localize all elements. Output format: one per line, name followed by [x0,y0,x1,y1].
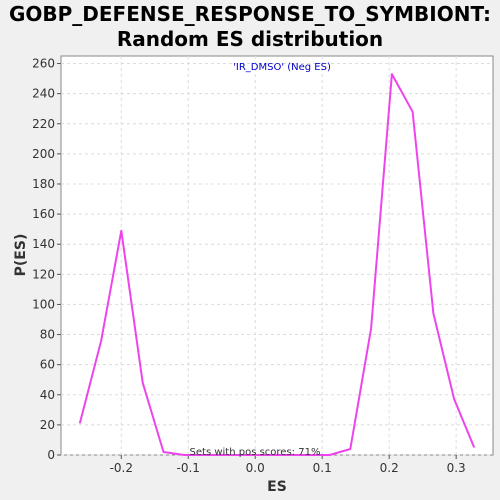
plot-area [60,55,494,456]
y-axis-label: P(ES) [13,234,29,277]
y-tick-label: 260 [32,57,55,71]
y-tick-label: 160 [32,207,55,221]
x-tick-label: 0.1 [313,461,332,475]
chart-title-line1: GOBP_DEFENSE_RESPONSE_TO_SYMBIONT: [8,2,492,26]
y-tick-label: 180 [32,177,55,191]
y-tick-label: 220 [32,117,55,131]
y-tick-label: 40 [40,388,55,402]
y-tick-label: 240 [32,87,55,101]
y-tick-label: 0 [47,448,55,462]
y-tick-label: 140 [32,237,55,251]
series-lines [78,73,476,456]
x-tick-label: -0.1 [177,461,200,475]
chart-title: GOBP_DEFENSE_RESPONSE_TO_SYMBIONT: Rando… [0,2,500,52]
x-tick-label: 0.0 [246,461,265,475]
legend-entry: 'IR_DMSO' (Neg ES) [233,62,331,73]
x-axis-ticks: -0.2 -0.1 0.0 0.1 0.2 0.3 [110,455,466,475]
annotation-text: Sets with pos scores: 71% [190,447,321,458]
y-axis-ticks: 0 20 40 60 80 100 120 140 160 180 200 220 240 260 [32,57,61,462]
y-tick-label: 100 [32,297,55,311]
y-tick-label: 120 [32,267,55,281]
series-line [78,73,476,456]
x-axis-label: ES [267,479,287,495]
grid-lines [61,56,493,456]
y-tick-label: 80 [40,328,55,342]
x-tick-label: 0.2 [380,461,399,475]
y-tick-label: 60 [40,358,55,372]
y-tick-label: 200 [32,147,55,161]
y-tick-label: 20 [40,418,55,432]
x-tick-label: 0.3 [447,461,466,475]
x-tick-label: -0.2 [110,461,133,475]
chart-title-line2: Random ES distribution [116,27,384,51]
